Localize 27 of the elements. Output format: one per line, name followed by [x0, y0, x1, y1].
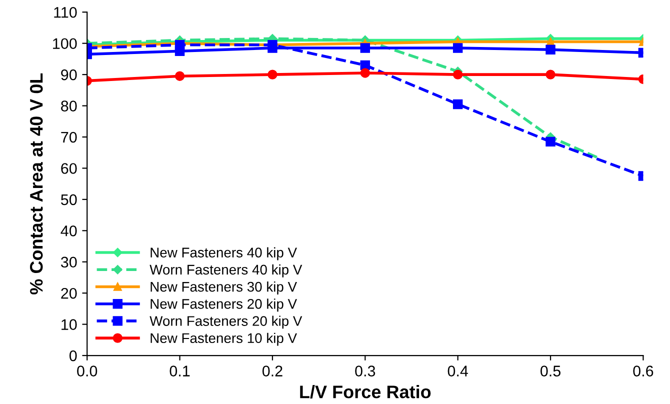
x-tick-label: 0.0 — [77, 366, 98, 376]
y-tick-label: 80 — [61, 100, 77, 112]
y-tick-label: 110 — [54, 6, 77, 18]
y-tick-label: 30 — [60, 256, 77, 268]
y-tick-label: 40 — [60, 226, 77, 236]
y-tick-label: 90 — [61, 69, 77, 80]
y-tick-label: 70 — [61, 132, 77, 143]
y-axis-title: % Contact Area at 40 V 0L — [30, 73, 43, 294]
x-tick-label: 0.3 — [355, 366, 376, 376]
x-tick-label: 0.4 — [448, 366, 468, 376]
x-tick-label: 0.5 — [540, 366, 560, 376]
x-tick-label: 0.6 — [633, 366, 654, 376]
y-tick-label: 20 — [61, 288, 77, 299]
y-tick-label: 0 — [69, 350, 77, 362]
legend-label: Worn Fasteners 40 kip V — [150, 264, 302, 278]
legend-label: New Fasteners 40 kip V — [150, 247, 297, 260]
y-tick-label: 60 — [61, 163, 77, 174]
y-tick-label: 100 — [53, 38, 77, 50]
legend-label: Worn Fasteners 20 kip V — [150, 316, 302, 329]
x-tick-label: 0.2 — [262, 366, 282, 376]
legend-label: New Fasteners 10 kip V — [150, 332, 297, 346]
x-axis-title: L/V Force Ratio — [300, 385, 431, 398]
legend-label: New Fasteners 20 kip V — [150, 298, 297, 312]
y-tick-label: 10 — [62, 319, 77, 330]
y-tick-label: 50 — [60, 194, 77, 206]
x-tick-label: 0.1 — [170, 366, 190, 376]
legend-label: New Fasteners 30 kip V — [150, 282, 297, 294]
